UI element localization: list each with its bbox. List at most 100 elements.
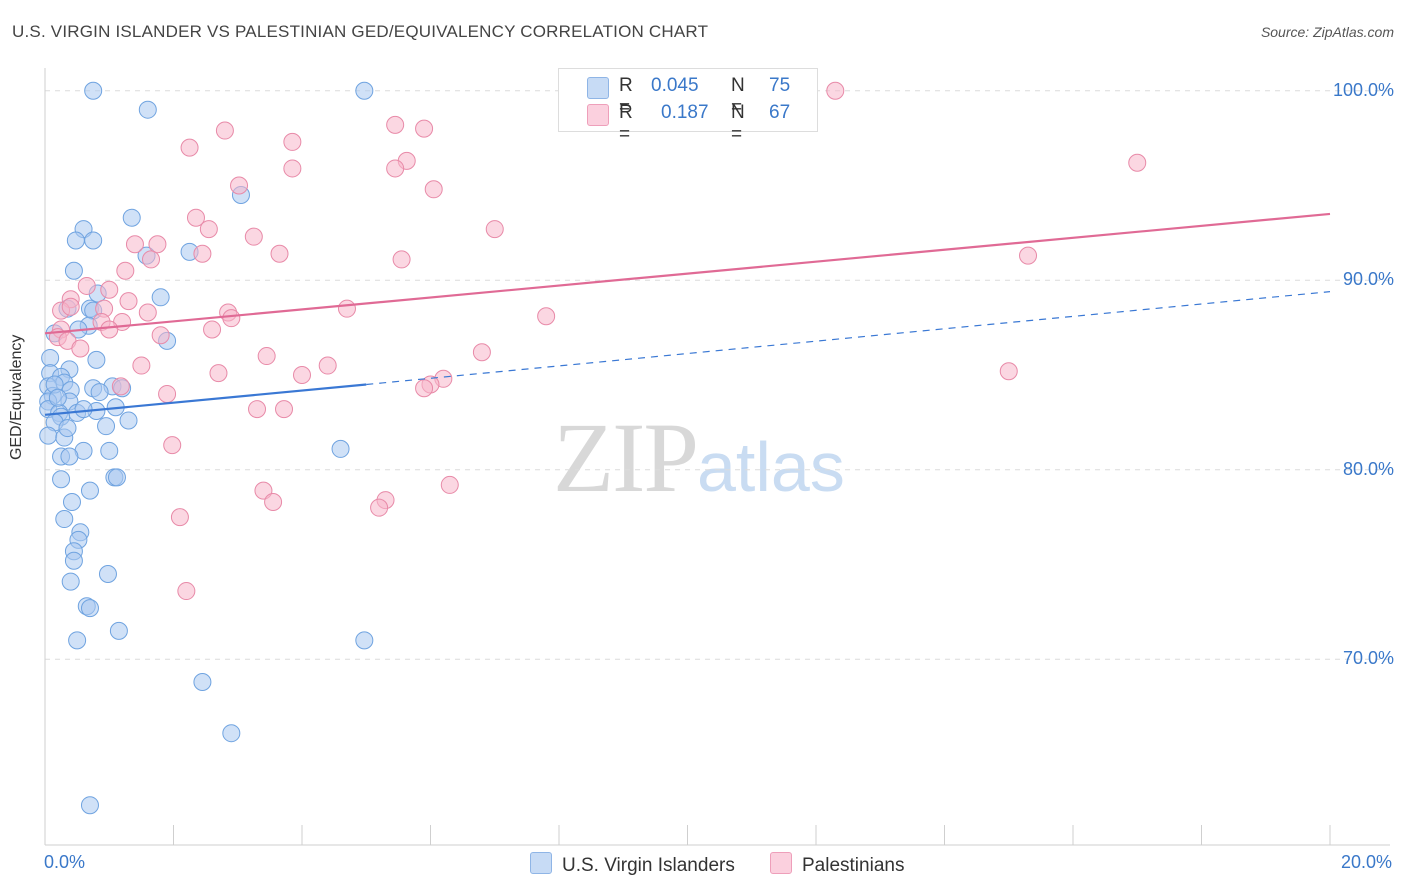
point-palestinians	[148, 235, 167, 254]
legend-label-palestinians: Palestinians	[802, 855, 905, 876]
point-palestinians	[138, 303, 157, 322]
point-palestinians	[215, 121, 234, 140]
point-virgin-islanders	[119, 411, 138, 430]
point-palestinians	[116, 261, 135, 280]
point-palestinians	[170, 508, 189, 527]
point-palestinians	[1128, 153, 1147, 172]
stats-r-label: R =	[619, 102, 633, 145]
legend-item-palestinians: Palestinians	[770, 852, 904, 877]
point-palestinians	[180, 138, 199, 157]
stats-n-value: 75	[769, 75, 791, 96]
point-palestinians	[264, 492, 283, 511]
point-palestinians	[177, 582, 196, 601]
point-palestinians	[485, 220, 504, 239]
point-palestinians	[318, 356, 337, 375]
point-palestinians	[111, 377, 130, 396]
point-palestinians	[424, 180, 443, 199]
point-palestinians	[337, 299, 356, 318]
point-palestinians	[61, 297, 80, 316]
point-palestinians	[158, 384, 177, 403]
point-virgin-islanders	[100, 441, 119, 460]
y-tick-label: 80.0%	[1342, 458, 1394, 479]
point-palestinians	[119, 292, 138, 311]
trendline-palestinians	[44, 212, 1331, 335]
point-palestinians	[440, 475, 459, 494]
point-virgin-islanders	[355, 81, 374, 100]
point-virgin-islanders	[193, 673, 212, 692]
stats-r-value: 0.045	[651, 75, 699, 96]
point-palestinians	[244, 227, 263, 246]
y-tick-label: 90.0%	[1342, 269, 1394, 290]
point-virgin-islanders	[61, 572, 80, 591]
point-virgin-islanders	[66, 231, 85, 250]
point-palestinians	[293, 366, 311, 385]
point-virgin-islanders	[87, 350, 106, 369]
point-virgin-islanders	[64, 261, 83, 280]
point-palestinians	[283, 132, 302, 151]
y-tick-label: 100.0%	[1332, 79, 1394, 100]
legend-swatch-virgin-islanders	[530, 852, 552, 874]
x-tick-label: 20.0%	[1340, 852, 1392, 872]
point-palestinians	[392, 250, 411, 269]
point-virgin-islanders	[90, 383, 109, 402]
point-virgin-islanders	[222, 724, 241, 743]
x-tick-label: 0.0%	[44, 852, 86, 872]
point-palestinians	[100, 280, 119, 299]
stats-swatch-virgin-islanders	[587, 77, 609, 99]
point-palestinians	[203, 320, 222, 339]
point-palestinians	[199, 220, 218, 239]
point-virgin-islanders	[80, 796, 99, 815]
point-virgin-islanders	[74, 400, 93, 419]
point-virgin-islanders	[151, 288, 170, 307]
point-palestinians	[386, 115, 405, 134]
point-palestinians	[77, 276, 96, 295]
point-palestinians	[415, 379, 434, 398]
point-virgin-islanders	[80, 481, 99, 500]
stats-swatch-palestinians	[587, 104, 609, 126]
point-virgin-islanders	[60, 447, 79, 466]
point-palestinians	[230, 176, 249, 195]
point-virgin-islanders	[64, 551, 83, 570]
point-palestinians	[537, 307, 556, 326]
point-palestinians	[186, 208, 205, 227]
point-virgin-islanders	[331, 439, 350, 458]
point-palestinians	[472, 343, 491, 362]
point-palestinians	[222, 309, 241, 328]
point-virgin-islanders	[41, 348, 60, 367]
legend-swatch-palestinians	[770, 852, 792, 874]
point-virgin-islanders	[122, 208, 141, 227]
stats-n-value: 67	[769, 102, 791, 123]
trendline-virgin-islanders-extension	[366, 291, 1331, 386]
point-virgin-islanders	[84, 81, 103, 100]
point-virgin-islanders	[98, 564, 117, 583]
trendline-virgin-islanders	[44, 383, 367, 416]
point-palestinians	[386, 159, 405, 178]
point-palestinians	[132, 356, 151, 375]
point-virgin-islanders	[39, 426, 58, 445]
point-virgin-islanders	[62, 492, 81, 511]
point-palestinians	[826, 81, 845, 100]
point-virgin-islanders	[58, 419, 77, 438]
point-palestinians	[125, 235, 144, 254]
point-palestinians	[248, 400, 267, 419]
point-palestinians	[370, 498, 389, 517]
stats-n-label: N =	[731, 75, 745, 118]
point-virgin-islanders	[97, 417, 116, 436]
point-palestinians	[142, 250, 161, 269]
point-palestinians	[193, 244, 212, 263]
stats-r-value: 0.187	[661, 102, 709, 123]
y-tick-label: 70.0%	[1342, 648, 1394, 669]
point-virgin-islanders	[68, 631, 87, 650]
chart-title: U.S. VIRGIN ISLANDER VS PALESTINIAN GED/…	[12, 22, 709, 41]
point-virgin-islanders	[107, 468, 126, 487]
point-palestinians	[1019, 246, 1038, 265]
legend-label-virgin-islanders: U.S. Virgin Islanders	[562, 855, 735, 876]
chart-source: Source: ZipAtlas.com	[1260, 24, 1394, 40]
point-palestinians	[275, 400, 294, 419]
stats-legend-box: R = 0.045 N = 75 R = 0.187 N = 67	[558, 68, 818, 145]
point-palestinians	[257, 347, 276, 366]
stats-r-label: R =	[619, 75, 633, 118]
point-virgin-islanders	[80, 599, 99, 618]
point-palestinians	[999, 362, 1018, 381]
